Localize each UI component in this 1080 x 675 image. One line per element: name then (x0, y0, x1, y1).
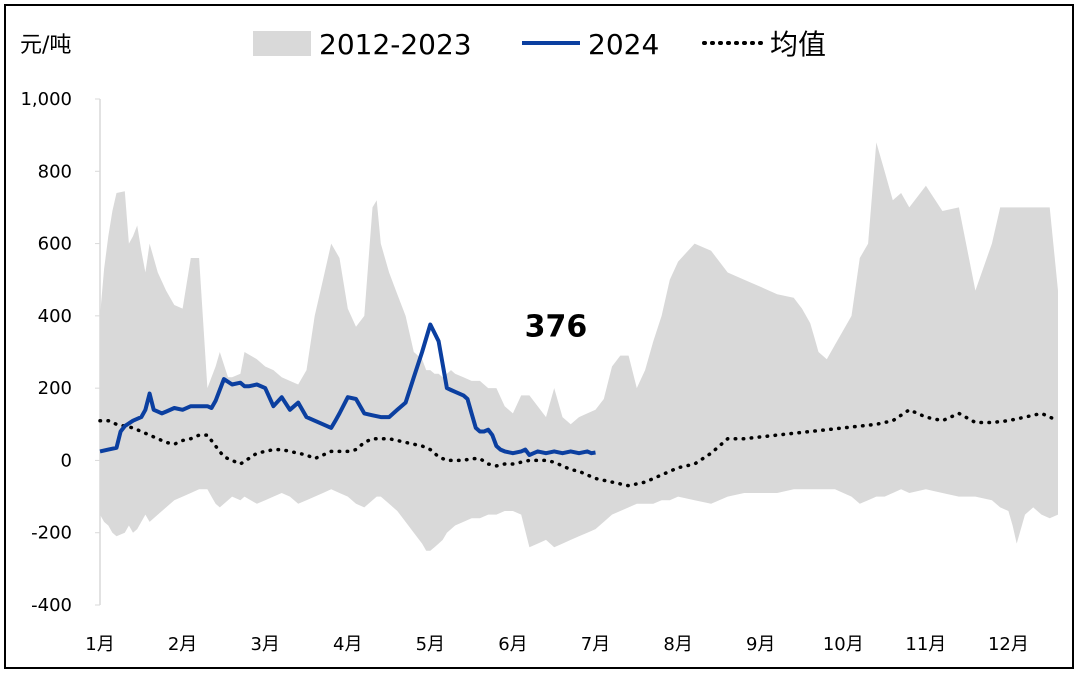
series-2024-line (99, 322, 596, 457)
band-layer (100, 142, 1058, 551)
x-tick-label: 12月 (988, 634, 1029, 655)
x-tick-label: 10月 (823, 634, 864, 655)
x-tick-label: 9月 (746, 634, 775, 655)
y-tick-label: 1,000 (20, 89, 72, 110)
y-tick-label: -200 (31, 523, 72, 544)
legend-dotted-label: 均值 (770, 28, 826, 61)
y-tick-label: -400 (31, 595, 72, 616)
legend-band-swatch (253, 31, 311, 56)
mean-series-layer (98, 407, 1060, 488)
x-tick-label: 5月 (416, 634, 445, 655)
x-tick-label: 7月 (581, 634, 610, 655)
legend-band-label: 2012-2023 (319, 28, 472, 61)
annotation-layer: 376 (525, 310, 588, 345)
band-2012-2023 (100, 142, 1058, 551)
y-unit-label: 元/吨 (20, 33, 71, 58)
y-tick-label: 200 (38, 378, 72, 399)
series-2024-layer (99, 322, 596, 457)
legend: 2012-2023 2024 均值 (253, 28, 826, 61)
axis-layer: -400 -200 0 200 400 600 800 1,000 1月 2月 3月 4月 5月 6月 7月… (20, 89, 1028, 655)
legend-line-label: 2024 (588, 28, 659, 61)
y-tick-label: 0 (61, 450, 72, 471)
x-tick-label: 3月 (250, 634, 279, 655)
y-tick-label: 400 (38, 306, 72, 327)
x-tick-label: 4月 (333, 634, 362, 655)
x-tick-label: 8月 (663, 634, 692, 655)
y-tick-label: 600 (38, 234, 72, 255)
series-mean-line (98, 407, 1060, 488)
peak-value-label: 376 (525, 310, 588, 345)
y-tick-label: 800 (38, 161, 72, 182)
x-tick-label: 11月 (905, 634, 946, 655)
x-tick-label: 6月 (498, 634, 527, 655)
x-tick-label: 1月 (85, 634, 114, 655)
x-tick-label: 2月 (168, 634, 197, 655)
